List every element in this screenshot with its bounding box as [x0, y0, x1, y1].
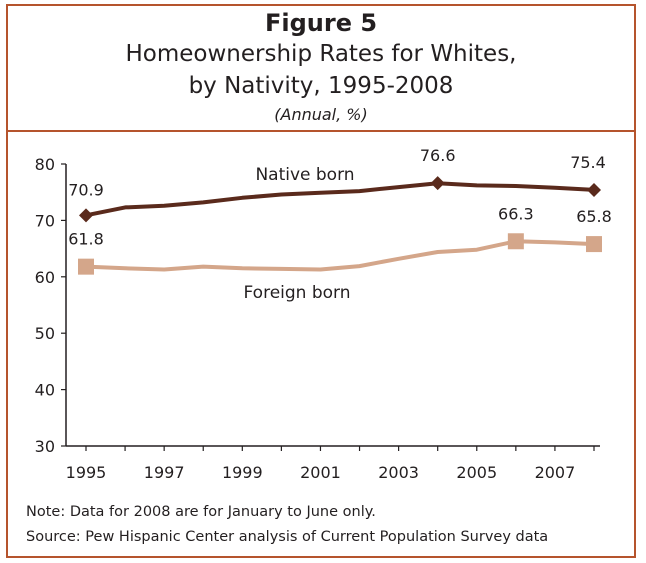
data-label: 70.9	[68, 180, 104, 199]
data-point-diamond	[587, 182, 601, 197]
series-line	[85, 181, 595, 218]
chart-notes: Note: Data for 2008 are for January to J…	[26, 500, 548, 550]
figure-header: Figure 5 Homeownership Rates for Whites,…	[6, 4, 636, 132]
chart-subtitle: (Annual, %)	[274, 105, 368, 124]
y-tick-label: 50	[35, 324, 55, 343]
y-tick-label: 80	[35, 155, 55, 174]
data-point-square	[78, 258, 94, 275]
series-name-native-born: Native born	[255, 165, 354, 185]
note-text: Note: Data for 2008 are for January to J…	[26, 504, 376, 520]
data-point-square	[507, 233, 524, 250]
data-label: 65.8	[576, 207, 612, 226]
x-tick-label: 2005	[456, 463, 497, 482]
chart-title: Homeownership Rates for Whites,	[125, 41, 517, 67]
x-tick-label: 1999	[222, 463, 263, 482]
data-point-diamond	[430, 176, 445, 191]
y-tick-label: 30	[35, 437, 55, 456]
x-tick-label: 1997	[144, 463, 185, 482]
series-name-foreign-born: Foreign born	[244, 283, 351, 303]
source-text: Source: Pew Hispanic Center analysis of …	[26, 529, 549, 545]
x-tick-label: 2001	[300, 463, 341, 482]
data-label: 75.4	[570, 153, 606, 172]
y-tick-label: 70	[35, 211, 55, 230]
data-label: 66.3	[498, 204, 534, 223]
data-label: 61.8	[68, 230, 104, 249]
x-tick-label: 1995	[66, 463, 107, 482]
data-label: 76.6	[420, 146, 456, 165]
figure-label: Figure 5	[264, 9, 378, 37]
y-tick-label: 40	[35, 381, 55, 400]
x-tick-label: 2007	[535, 463, 576, 482]
figure-frame	[6, 4, 636, 558]
chart-title-line2: by Nativity, 1995-2008	[188, 73, 454, 99]
y-tick-label: 60	[35, 268, 55, 287]
x-tick-label: 2003	[378, 463, 419, 482]
data-point-diamond	[79, 208, 93, 223]
data-point-square	[586, 236, 602, 253]
